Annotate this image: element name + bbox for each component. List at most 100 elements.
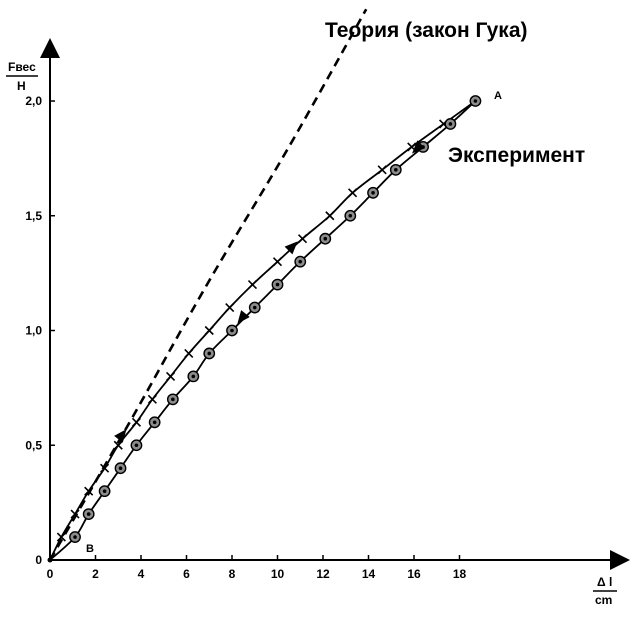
x-tick-label: 8 <box>229 567 236 581</box>
loading-point <box>377 165 387 175</box>
y-tick-label: 0,5 <box>25 438 42 452</box>
circle-marker-dot <box>448 122 453 126</box>
x-marker-stroke <box>297 234 308 244</box>
x-marker-stroke <box>272 257 283 267</box>
unloading-point <box>187 370 200 383</box>
loading-point <box>113 440 123 450</box>
series-layer <box>48 8 477 561</box>
circle-marker-dot <box>86 512 91 516</box>
direction-arrow <box>237 310 250 324</box>
point-b-label: B <box>86 543 94 555</box>
direction-arrow <box>284 241 298 255</box>
unloading-point <box>226 324 238 337</box>
origin-dot <box>47 557 53 563</box>
unloading-point <box>319 232 332 245</box>
experiment-annotation: Эксперимент <box>448 144 585 167</box>
x-tick-label: 0 <box>47 567 54 581</box>
unloading-point <box>130 439 143 452</box>
x-tick-label: 18 <box>453 567 467 581</box>
x-marker-stroke <box>184 348 194 359</box>
circle-marker-dot <box>371 191 375 195</box>
unloading-point <box>166 393 179 406</box>
loading-point <box>325 211 335 221</box>
circle-marker-dot <box>323 236 328 241</box>
x-tick-label: 6 <box>183 567 190 581</box>
x-marker-stroke <box>325 211 335 221</box>
tick-marks: 0 2 4 6 8 10 12 14 16 18 0 0,5 1,0 1,5 2,0 <box>25 94 466 581</box>
unloading-point <box>114 462 127 475</box>
unloading-point <box>294 255 307 268</box>
x-marker-stroke <box>204 325 214 336</box>
loading-point <box>348 188 358 198</box>
loading-point <box>247 280 258 290</box>
circle-marker-dot <box>207 351 212 356</box>
unloading-point <box>367 186 379 199</box>
loading-point <box>184 348 194 359</box>
circle-marker-dot <box>298 259 303 264</box>
x-marker-stroke <box>70 509 80 519</box>
unloading-point <box>69 531 81 543</box>
loading-point <box>56 532 66 542</box>
loading-point <box>225 302 235 313</box>
circle-marker-dot <box>73 535 77 539</box>
x-axis-label-bottom: cm <box>595 593 612 607</box>
x-marker-stroke <box>247 280 258 290</box>
circle-marker-dot <box>230 328 234 333</box>
x-marker-stroke <box>147 394 157 404</box>
axes <box>40 38 630 570</box>
loading-point <box>147 394 157 404</box>
unloading-point <box>469 95 482 107</box>
x-marker-stroke <box>56 532 66 542</box>
loading-point <box>272 257 283 267</box>
x-marker-stroke <box>113 440 123 450</box>
x-marker-stroke <box>131 417 142 427</box>
x-tick-label: 2 <box>92 567 99 581</box>
loading-point <box>166 371 176 381</box>
unloading-point <box>248 301 261 314</box>
loading-point <box>100 463 110 473</box>
circle-marker-dot <box>394 168 398 172</box>
x-marker-stroke <box>225 302 235 313</box>
circle-marker-dot <box>171 397 175 402</box>
circle-marker-dot <box>102 489 107 493</box>
circle-marker-dot <box>252 305 257 310</box>
loading-point <box>297 234 308 244</box>
circle-marker-dot <box>348 213 353 218</box>
x-marker-stroke <box>84 486 94 496</box>
x-marker-stroke <box>348 188 358 198</box>
unloading-point <box>444 118 457 130</box>
y-tick-label: 1,5 <box>25 209 42 223</box>
circle-marker-dot <box>473 99 478 103</box>
unloading-point <box>148 416 161 429</box>
unloading-point <box>82 508 95 520</box>
x-marker-stroke <box>377 165 387 175</box>
unloading-point <box>98 485 111 498</box>
circle-marker-dot <box>152 420 157 425</box>
unloading-point <box>344 209 357 222</box>
x-axis-label-top: Δ l <box>597 575 612 589</box>
unloading-point <box>389 163 402 176</box>
loading-point <box>70 509 80 519</box>
loading-line <box>49 100 476 561</box>
x-tick-label: 10 <box>271 567 285 581</box>
circle-marker-dot <box>191 374 196 379</box>
x-marker-stroke <box>100 463 110 473</box>
x-tick-label: 16 <box>407 567 421 581</box>
direction-arrow <box>412 140 426 154</box>
x-marker-stroke <box>166 371 176 381</box>
direction-arrow <box>114 429 127 443</box>
loading-point <box>131 417 142 427</box>
unloading-line <box>49 100 477 561</box>
theory-annotation: Теория (закон Гука) <box>325 19 528 42</box>
labels-layer: Fвес Н Δ l cm Теория (закон Гука) Экспер… <box>6 19 617 607</box>
y-axis-label-top: Fвес <box>8 60 36 74</box>
unloading-point <box>203 347 216 360</box>
x-marker-stroke <box>407 142 417 152</box>
circle-marker-dot <box>134 443 139 448</box>
marker-layer <box>47 95 482 563</box>
x-tick-label: 12 <box>316 567 330 581</box>
loading-point <box>84 486 94 496</box>
y-tick-label: 1,0 <box>25 324 42 338</box>
